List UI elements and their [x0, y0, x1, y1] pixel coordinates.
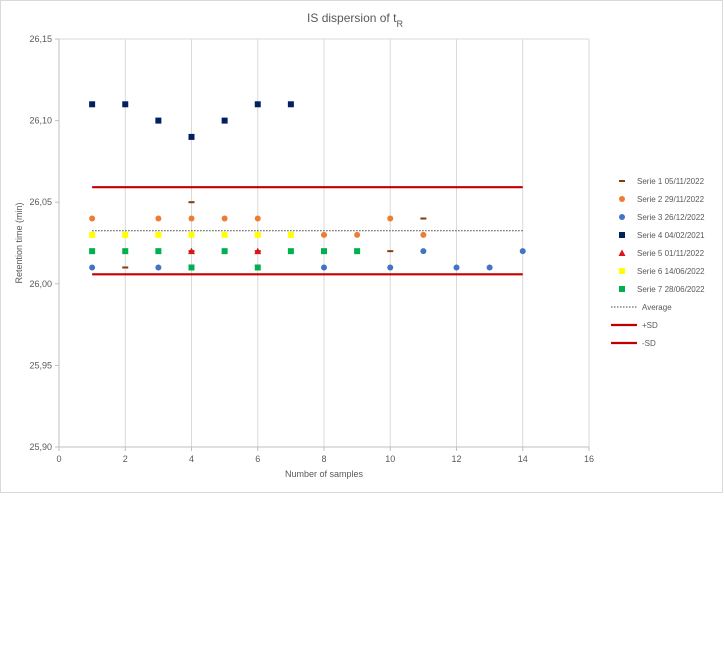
- x-tick-label: 14: [518, 454, 528, 464]
- x-tick-label: 4: [189, 454, 194, 464]
- data-point: [122, 231, 129, 238]
- data-point: [155, 264, 162, 271]
- legend-marker: [619, 232, 625, 238]
- data-point: [221, 248, 228, 255]
- data-point: [287, 101, 294, 108]
- data-point: [486, 264, 493, 271]
- legend-label: Serie 7 28/06/2022: [637, 285, 705, 294]
- x-tick-label: 0: [56, 454, 61, 464]
- data-point: [155, 117, 162, 124]
- data-point: [254, 101, 261, 108]
- data-point: [89, 231, 96, 238]
- y-tick-label: 26,00: [29, 279, 52, 289]
- series-7: [89, 248, 361, 271]
- data-point: [188, 231, 195, 238]
- data-point: [387, 264, 394, 271]
- legend-label: Serie 1 05/11/2022: [637, 177, 705, 186]
- legend-label: Average: [642, 303, 672, 312]
- legend-label: Serie 3 26/12/2022: [637, 213, 705, 222]
- data-point: [321, 231, 327, 238]
- data-point: [221, 215, 228, 222]
- data-points: [89, 101, 526, 271]
- x-tick-label: 6: [255, 454, 260, 464]
- data-point: [354, 231, 361, 238]
- series-3: [89, 248, 526, 271]
- data-point: [122, 101, 129, 108]
- legend-label: Serie 6 14/06/2022: [637, 267, 705, 276]
- data-point: [354, 248, 361, 255]
- legend-label: -SD: [642, 339, 656, 348]
- data-point: [188, 247, 195, 255]
- y-tick-label: 26,15: [29, 34, 52, 44]
- legend-marker: [619, 214, 625, 220]
- series-2: [89, 215, 427, 238]
- data-point: [321, 264, 327, 271]
- data-point: [89, 215, 96, 222]
- legend-marker: [619, 196, 625, 202]
- axes: 25,90 25,95 26,00 26,05 26,10 26,15 0 2 4 6 8 10 12 1…: [29, 34, 594, 464]
- y-tick-label: 26,10: [29, 116, 52, 126]
- data-point: [420, 231, 427, 238]
- y-tick-label: 25,90: [29, 442, 52, 452]
- y-axis-title: Retention time (min): [14, 202, 24, 283]
- legend-label: Serie 4 04/02/2021: [637, 231, 705, 240]
- x-tick-label: 2: [123, 454, 128, 464]
- data-point: [453, 264, 460, 271]
- data-point: [188, 201, 195, 204]
- chart-area-border: [0, 0, 723, 493]
- data-point: [155, 215, 162, 222]
- data-point: [287, 231, 294, 238]
- legend: Serie 1 05/11/2022 Serie 2 29/11/2022 Seri…: [611, 177, 705, 348]
- data-point: [122, 266, 129, 269]
- x-tick-label: 16: [584, 454, 594, 464]
- data-point: [387, 215, 394, 222]
- x-axis-title: Number of samples: [285, 469, 364, 479]
- y-tick-label: 25,95: [29, 360, 52, 370]
- series-4: [89, 101, 294, 140]
- legend-label: +SD: [642, 321, 658, 330]
- data-point: [321, 248, 327, 255]
- data-point: [188, 215, 195, 222]
- legend-marker: [619, 268, 625, 274]
- chart-title: IS dispersion of tR: [307, 11, 403, 29]
- data-point: [420, 248, 427, 255]
- data-point: [287, 248, 294, 255]
- data-point: [254, 264, 261, 271]
- legend-marker: [618, 249, 626, 256]
- data-point: [519, 248, 526, 255]
- data-point: [89, 248, 96, 255]
- reference-lines: [92, 186, 523, 276]
- data-point: [155, 231, 162, 238]
- data-point: [89, 101, 96, 108]
- data-point: [420, 217, 427, 220]
- legend-marker: [619, 180, 625, 182]
- data-point: [188, 133, 195, 140]
- data-point: [254, 215, 261, 222]
- data-point: [155, 248, 162, 255]
- legend-label: Serie 5 01/11/2022: [637, 249, 705, 258]
- x-tick-label: 8: [321, 454, 326, 464]
- y-tick-label: 26,05: [29, 197, 52, 207]
- series-5: [188, 247, 262, 255]
- data-point: [122, 248, 129, 255]
- series-6: [89, 231, 294, 238]
- data-point: [254, 231, 261, 238]
- data-point: [387, 250, 394, 253]
- data-point: [221, 117, 228, 124]
- x-tick-label: 10: [385, 454, 395, 464]
- data-point: [89, 264, 96, 271]
- x-tick-label: 12: [451, 454, 461, 464]
- data-point: [254, 247, 262, 255]
- data-point: [221, 231, 228, 238]
- legend-label: Serie 2 29/11/2022: [637, 195, 705, 204]
- data-point: [188, 264, 195, 271]
- legend-marker: [619, 286, 625, 292]
